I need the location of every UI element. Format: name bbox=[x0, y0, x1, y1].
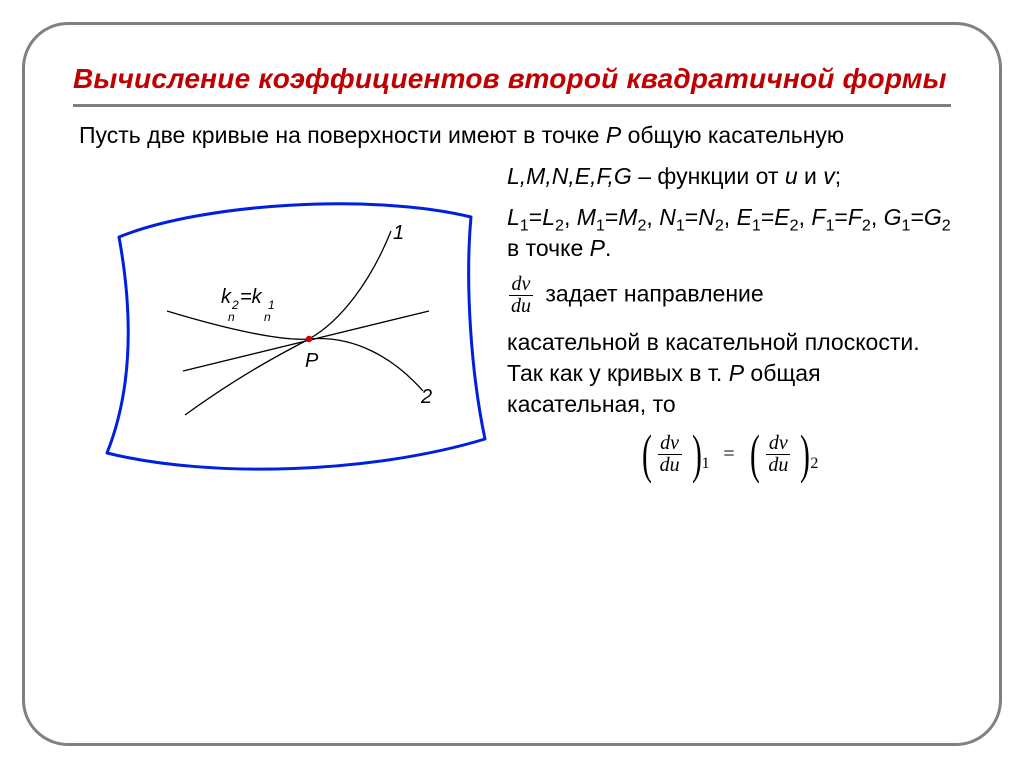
frac-dv-du-inline: dv du bbox=[509, 274, 533, 317]
G2: G bbox=[924, 204, 942, 230]
E2: E bbox=[774, 204, 789, 230]
c1: , bbox=[564, 204, 577, 230]
frac-den-1: du bbox=[509, 296, 533, 317]
tail-P: P bbox=[590, 235, 605, 261]
N1s: 1 bbox=[676, 217, 685, 235]
intro-pre: Пусть две кривые на поверхности имеют в … bbox=[79, 122, 606, 148]
c5: , bbox=[871, 204, 884, 230]
line-equalities: L1=L2, M1=M2, N1=N2, E1=E2, F1=F2, G1=G2… bbox=[507, 202, 951, 264]
para-tangent: касательной в касательной плоскости. Так… bbox=[507, 327, 951, 420]
E1: E bbox=[737, 204, 752, 230]
intro-text: Пусть две кривые на поверхности имеют в … bbox=[79, 121, 951, 151]
F2s: 2 bbox=[862, 217, 871, 235]
fig-label-n-b: n bbox=[264, 310, 271, 324]
frac-den-2: du bbox=[658, 455, 682, 476]
fig-label-2: 2 bbox=[420, 386, 432, 408]
eq-sub-1: 1 bbox=[702, 453, 710, 475]
fig-label-n-a: n bbox=[228, 310, 235, 324]
eq-sign: = bbox=[723, 441, 734, 468]
lparen-1: ( bbox=[642, 430, 652, 479]
curve-1 bbox=[185, 231, 391, 415]
title-rule bbox=[73, 104, 951, 107]
eq-sub-2: 2 bbox=[810, 453, 818, 475]
M2: M bbox=[618, 204, 637, 230]
fig-label-eqk: =k bbox=[240, 286, 263, 308]
fig-label-p: P bbox=[305, 350, 319, 372]
M1s: 1 bbox=[596, 217, 605, 235]
eq4: = bbox=[761, 204, 774, 230]
M1: M bbox=[577, 204, 596, 230]
dir-text: задает направление bbox=[545, 281, 763, 307]
eq6: = bbox=[910, 204, 923, 230]
N2s: 2 bbox=[715, 217, 724, 235]
L2s: 2 bbox=[555, 217, 564, 235]
L1: L bbox=[507, 204, 520, 230]
F2: F bbox=[848, 204, 862, 230]
curve-2 bbox=[167, 311, 423, 391]
slide: Вычисление коэффициентов второй квадрати… bbox=[0, 0, 1024, 768]
and: и bbox=[798, 163, 824, 189]
right-column: L,M,N,E,F,G – функции от u и v; L1=L2, M… bbox=[503, 157, 951, 488]
c4: , bbox=[799, 204, 812, 230]
lparen-2: ( bbox=[750, 430, 760, 479]
eq1: = bbox=[529, 204, 542, 230]
semi: ; bbox=[835, 163, 841, 189]
frac-1: dv du bbox=[658, 433, 682, 476]
intro-P: P bbox=[606, 122, 621, 148]
N1: N bbox=[659, 204, 676, 230]
para2-P: P bbox=[729, 360, 744, 386]
slide-frame: Вычисление коэффициентов второй квадрати… bbox=[22, 22, 1002, 746]
frac-2: dv du bbox=[766, 433, 790, 476]
frac-den-3: du bbox=[766, 455, 790, 476]
line-functions: L,M,N,E,F,G – функции от u и v; bbox=[507, 161, 951, 192]
rparen-1: ) bbox=[692, 430, 702, 479]
rparen-2: ) bbox=[800, 430, 810, 479]
point-p bbox=[306, 336, 312, 342]
G1: G bbox=[884, 204, 902, 230]
paren-left-group-1: ( dv du ) 1 bbox=[638, 430, 712, 479]
E1s: 1 bbox=[752, 217, 761, 235]
var-v: v bbox=[823, 163, 835, 189]
line-direction: dv du задает направление bbox=[507, 274, 951, 317]
tail-a: в точке bbox=[507, 235, 590, 261]
figure-svg: 1 2 P k 2 =k 1 n n bbox=[73, 163, 503, 483]
F1: F bbox=[811, 204, 825, 230]
eq2: = bbox=[605, 204, 618, 230]
L1s: 1 bbox=[520, 217, 529, 235]
L2: L bbox=[542, 204, 555, 230]
equation-direction-eq: ( dv du ) 1 = ( dv du bbox=[507, 430, 951, 479]
body-row: 1 2 P k 2 =k 1 n n L,M,N,E,F,G – функции… bbox=[73, 157, 951, 488]
eq3: = bbox=[685, 204, 698, 230]
lmnefg: L,M,N,E,F,G bbox=[507, 163, 632, 189]
slide-title: Вычисление коэффициентов второй квадрати… bbox=[73, 61, 951, 96]
dash-funcs: – функции от bbox=[632, 163, 785, 189]
figure: 1 2 P k 2 =k 1 n n bbox=[73, 157, 503, 488]
frac-num-1: dv bbox=[509, 274, 533, 296]
c2: , bbox=[646, 204, 659, 230]
paren-left-group-2: ( dv du ) 2 bbox=[746, 430, 820, 479]
frac-num-2: dv bbox=[658, 433, 682, 455]
var-u: u bbox=[785, 163, 798, 189]
c3: , bbox=[724, 204, 737, 230]
eq5: = bbox=[834, 204, 847, 230]
G2s: 2 bbox=[942, 217, 951, 235]
surface-outline bbox=[107, 204, 485, 469]
E2s: 2 bbox=[790, 217, 799, 235]
fig-label-1: 1 bbox=[393, 222, 404, 244]
fig-label-k2: k bbox=[221, 286, 232, 308]
N2: N bbox=[698, 204, 715, 230]
para2-a: касательной в касательной плоскости. Так… bbox=[507, 329, 920, 386]
tail-dot: . bbox=[605, 235, 611, 261]
frac-num-3: dv bbox=[766, 433, 790, 455]
intro-post: общую касательную bbox=[621, 122, 844, 148]
